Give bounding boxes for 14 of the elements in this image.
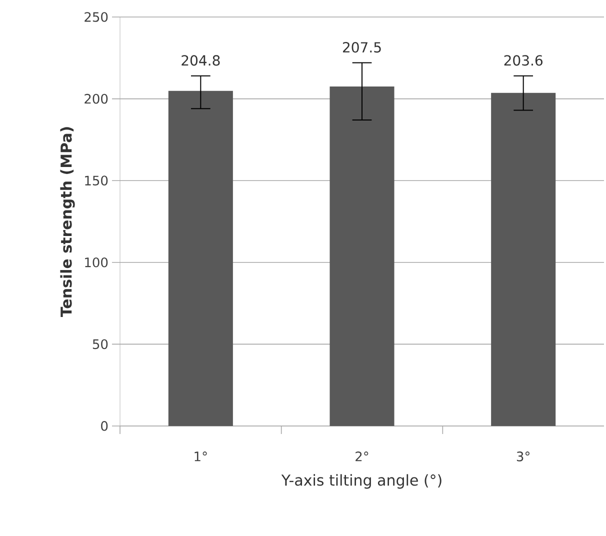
x-tick-label: 2°: [356, 452, 368, 462]
x-tick-label: 1°: [194, 452, 207, 462]
y-axis-title: Tensile strength (MPa): [60, 127, 75, 318]
data-label: 207.5: [342, 42, 381, 53]
y-tick-label: 100: [85, 257, 108, 268]
y-tick-label: 0: [101, 421, 108, 431]
y-tick-label: 250: [84, 12, 108, 22]
x-axis-title: Y-axis tilting angle (°): [281, 474, 442, 489]
x-tick-label: 3°: [516, 452, 530, 462]
y-tick-label: 50: [92, 339, 108, 350]
data-label: 204.8: [182, 55, 220, 66]
y-tick-label: 200: [84, 94, 108, 104]
data-label: 203.6: [504, 55, 542, 66]
y-tick-label: 150: [85, 176, 108, 186]
